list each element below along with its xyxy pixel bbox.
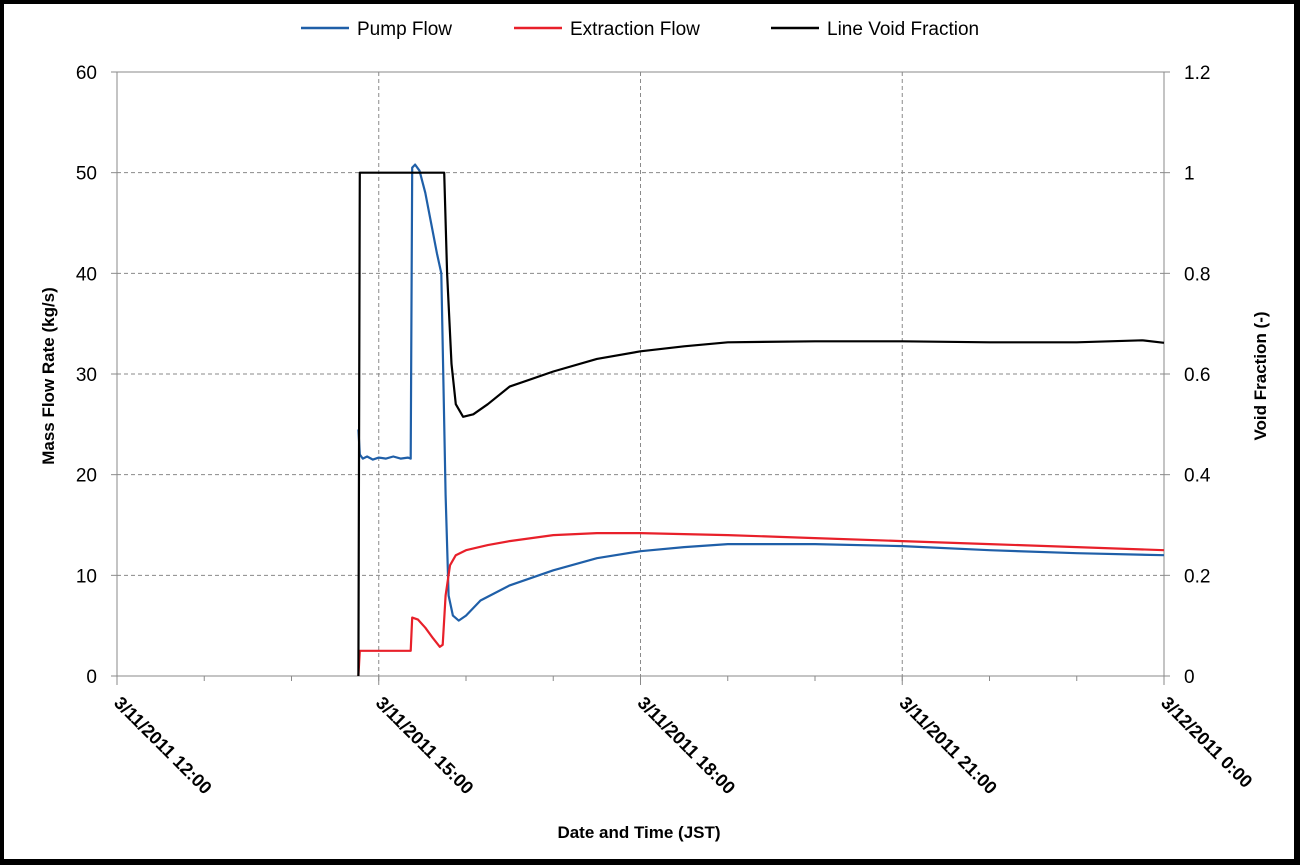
y2-tick-label: 0.6 — [1184, 365, 1210, 386]
y2-tick-label: 1 — [1184, 164, 1195, 185]
y-tick-label: 60 — [76, 63, 97, 84]
series-line-pump-flow — [357, 163, 1165, 622]
y2-tick-label: 1.2 — [1184, 63, 1210, 84]
series-line-line-void-fraction — [357, 171, 1165, 677]
y-tick-label: 0 — [86, 667, 97, 688]
x-tick-label: 3/12/2011 0:00 — [1157, 693, 1256, 792]
y2-tick-label: 0.8 — [1184, 264, 1210, 285]
legend-label-line-void-fraction: Line Void Fraction — [827, 19, 979, 40]
plot-area-border — [116, 71, 1165, 677]
y-tick-label: 10 — [76, 566, 97, 587]
series-line-extraction-flow — [357, 532, 1165, 677]
y2-tick-label: 0 — [1184, 667, 1195, 688]
x-tick-label: 3/11/2011 12:00 — [110, 693, 215, 798]
x-tick-label: 3/11/2011 15:00 — [372, 693, 477, 798]
gridlines — [117, 72, 1164, 676]
legend-label-pump-flow: Pump Flow — [357, 19, 452, 40]
x-tick-label: 3/11/2011 18:00 — [634, 693, 739, 798]
y-axis-title: Mass Flow Rate (kg/s) — [39, 287, 58, 465]
y-tick-label: 50 — [76, 164, 97, 185]
x-axis-title: Date and Time (JST) — [557, 823, 720, 842]
y2-tick-label: 0.4 — [1184, 466, 1211, 487]
y-tick-label: 20 — [76, 466, 97, 487]
x-tick-label: 3/11/2011 21:00 — [895, 693, 1000, 798]
y-tick-label: 40 — [76, 264, 97, 285]
axes: 0 10 20 30 40 50 60 0 0.2 0.4 0.6 0.8 1 1.2 3/11/2011 … — [76, 63, 1256, 798]
chart-frame: 0 10 20 30 40 50 60 0 0.2 0.4 0.6 0.8 1 1.2 3/11/2011 … — [4, 4, 1294, 859]
legend: Pump Flow Extraction Flow Line Void Fracti… — [301, 19, 979, 40]
y2-tick-label: 0.2 — [1184, 566, 1210, 587]
line-chart: 0 10 20 30 40 50 60 0 0.2 0.4 0.6 0.8 1 1.2 3/11/2011 … — [39, 19, 1270, 842]
series-lines — [357, 163, 1165, 677]
y-tick-label: 30 — [76, 365, 97, 386]
y2-axis-title: Void Fraction (-) — [1251, 311, 1270, 440]
legend-label-extraction-flow: Extraction Flow — [570, 19, 700, 40]
